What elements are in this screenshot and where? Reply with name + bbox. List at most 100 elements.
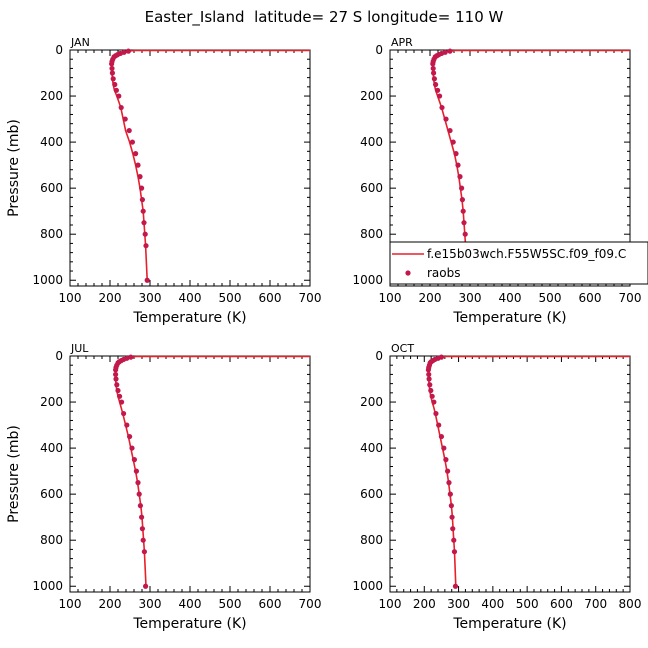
x-tick-label: 400 — [481, 597, 504, 611]
x-tick-label: 500 — [219, 597, 242, 611]
raobs-point — [122, 116, 128, 122]
raobs-point — [435, 87, 441, 93]
x-tick-label: 400 — [179, 597, 202, 611]
raobs-point — [139, 526, 145, 532]
raobs-point — [121, 410, 127, 417]
raobs-point — [141, 549, 147, 555]
x-tick-label: 200 — [99, 291, 122, 305]
raobs-point — [450, 139, 456, 145]
raobs-point — [109, 70, 115, 76]
y-tick-label: 1000 — [32, 579, 63, 593]
raobs-point — [441, 445, 447, 451]
x-tick-label: 300 — [447, 597, 470, 611]
raobs-point — [447, 127, 453, 134]
raobs-point — [131, 457, 137, 463]
y-tick-label: 0 — [55, 349, 63, 363]
panel-label: APR — [391, 36, 413, 49]
raobs-point — [457, 174, 463, 180]
raobs-point — [129, 139, 135, 145]
raobs-point — [109, 65, 115, 72]
x-tick-label: 100 — [59, 597, 82, 611]
x-axis-label: Temperature (K) — [132, 310, 246, 326]
y-tick-label: 400 — [40, 441, 63, 455]
legend-dot-swatch — [405, 270, 411, 276]
raobs-point — [460, 208, 466, 214]
panel-label: OCT — [391, 342, 414, 355]
raobs-point — [433, 81, 439, 88]
raobs-point — [433, 410, 439, 417]
y-tick-label: 200 — [360, 395, 383, 409]
raobs-point — [431, 76, 437, 82]
raobs-point — [118, 104, 124, 111]
raobs-point — [135, 162, 141, 168]
raobs-point — [443, 457, 449, 463]
y-tick-label: 600 — [40, 181, 63, 195]
raobs-point — [452, 583, 459, 589]
raobs-point — [110, 76, 116, 82]
raobs-point — [135, 480, 141, 486]
y-axis-label: Pressure (mb) — [6, 425, 22, 523]
x-tick-label: 200 — [419, 291, 442, 305]
y-tick-label: 400 — [360, 441, 383, 455]
y-tick-label: 200 — [40, 89, 63, 103]
raobs-point — [143, 243, 149, 249]
y-tick-label: 1000 — [352, 273, 383, 287]
x-tick-label: 400 — [499, 291, 522, 305]
raobs-point — [439, 104, 445, 111]
raobs-point — [455, 162, 461, 168]
raobs-point — [430, 61, 436, 67]
raobs-point — [437, 93, 443, 99]
raobs-point — [116, 93, 122, 99]
y-tick-label: 0 — [375, 43, 383, 57]
raobs-point — [142, 231, 148, 237]
raobs-point — [113, 371, 119, 378]
raobs-point — [139, 197, 145, 203]
plot-frame — [69, 49, 311, 287]
x-tick-label: 700 — [299, 291, 322, 305]
figure-title: Easter_Island latitude= 27 S longitude= … — [145, 8, 504, 27]
raobs-point — [438, 433, 445, 440]
raobs-point — [119, 399, 125, 405]
x-tick-label: 500 — [539, 291, 562, 305]
x-tick-label: 600 — [579, 291, 602, 305]
raobs-point — [445, 468, 451, 474]
raobs-point — [443, 116, 449, 122]
y-tick-label: 0 — [55, 43, 63, 57]
raobs-point — [447, 48, 453, 54]
raobs-point — [446, 480, 452, 486]
raobs-point — [113, 376, 119, 382]
legend-obs-label: raobs — [427, 266, 461, 280]
y-axis-label: Pressure (mb) — [6, 119, 22, 217]
raobs-point — [453, 151, 459, 157]
raobs-point — [141, 220, 147, 226]
legend-model-label: f.e15b03wch.F55W5SC.f09_f09.C — [427, 247, 626, 261]
x-tick-label: 200 — [99, 597, 122, 611]
raobs-point — [448, 503, 454, 509]
raobs-point — [114, 382, 120, 388]
y-tick-label: 400 — [40, 135, 63, 149]
raobs-point — [447, 491, 453, 497]
raobs-point — [425, 367, 431, 373]
raobs-point — [136, 491, 142, 497]
raobs-point — [143, 583, 149, 589]
x-tick-label: 400 — [179, 291, 202, 305]
raobs-point — [144, 277, 150, 283]
raobs-point — [436, 422, 442, 428]
plot-frame — [69, 355, 311, 593]
panel-label: JUL — [70, 342, 89, 355]
y-tick-label: 1000 — [32, 273, 63, 287]
panel-jan: JAN 100 200 300 400 500 600 700 0 200 400 600 800 100… — [6, 36, 321, 326]
raobs-point — [125, 48, 131, 54]
y-tick-label: 800 — [360, 227, 383, 241]
x-tick-label: 300 — [139, 597, 162, 611]
raobs-point — [139, 185, 145, 191]
x-tick-label: 700 — [584, 597, 607, 611]
raobs-point — [113, 367, 119, 373]
raobs-point — [461, 220, 467, 226]
panel-oct: OCT 100 200 300 400 500 600 700 800 0 200 400 600 800… — [352, 342, 641, 632]
raobs-point — [137, 503, 143, 509]
x-axis-label: Temperature (K) — [132, 616, 246, 632]
x-tick-label: 600 — [259, 597, 282, 611]
x-tick-label: 200 — [413, 597, 436, 611]
panel-label: JAN — [70, 36, 90, 49]
